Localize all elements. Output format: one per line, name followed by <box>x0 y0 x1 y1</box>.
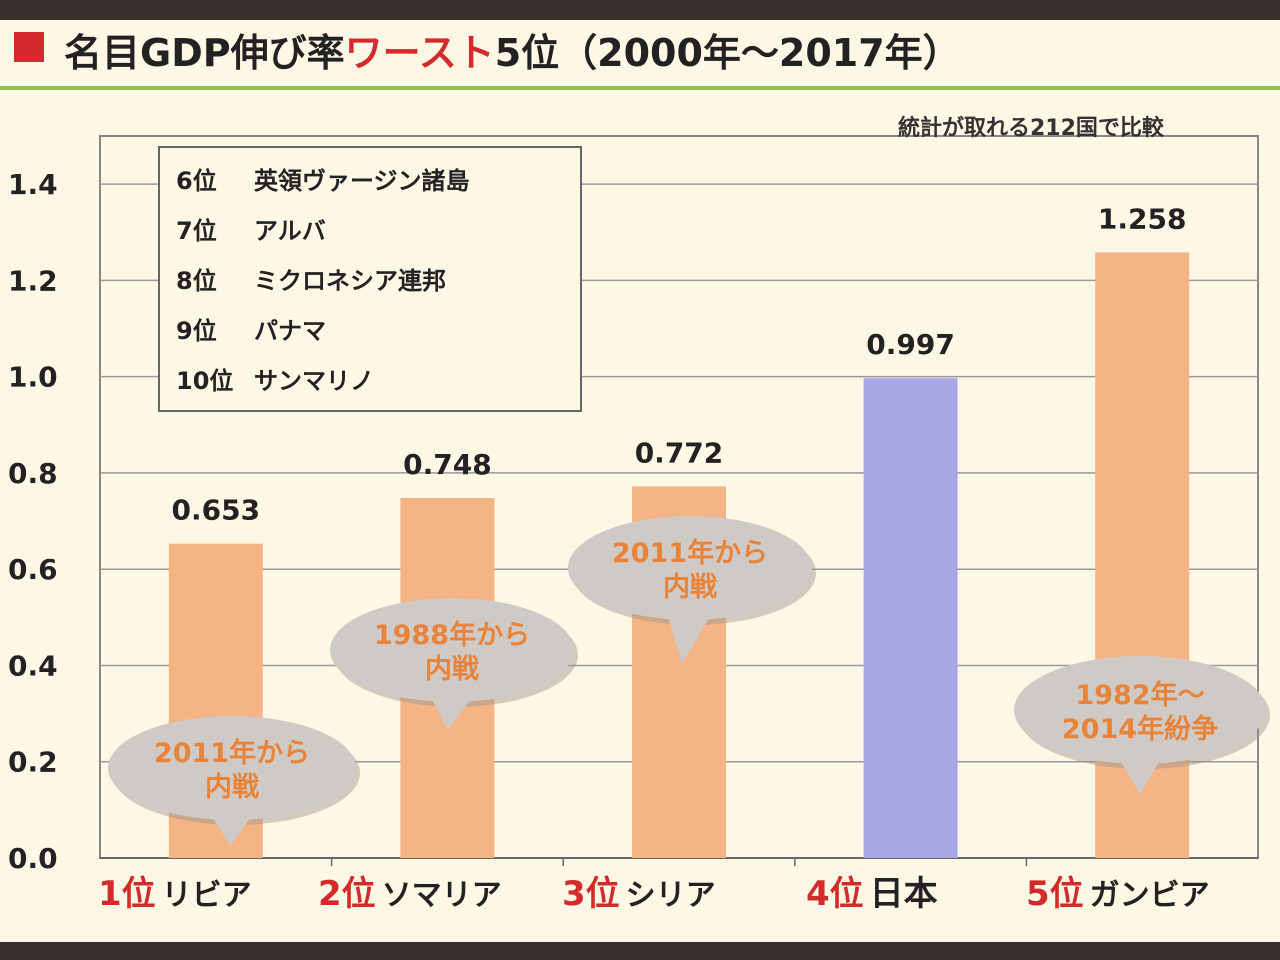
legend-country: パナマ <box>254 317 326 345</box>
bubble-pointer <box>666 610 714 664</box>
category-country: ソマリア <box>381 878 502 913</box>
annotation-bubble <box>1014 656 1266 764</box>
category-country: リビア <box>161 878 252 913</box>
category-rank: 3位 <box>562 874 620 914</box>
legend-country: ミクロネシア連邦 <box>254 267 446 295</box>
category-country: シリア <box>625 878 716 913</box>
category-rank: 5位 <box>1026 874 1084 914</box>
data-label: 0.653 <box>172 494 261 527</box>
legend-rank: 6位 <box>176 167 217 195</box>
title-bar: 名目GDP伸び率ワースト5位（2000年～2017年） <box>0 20 1280 86</box>
category-country: ガンビア <box>1089 878 1210 913</box>
x-category-label: 2位 ソマリア <box>318 872 502 916</box>
comparison-note: 統計が取れる212国で比較 <box>898 116 1164 141</box>
bar <box>863 378 958 858</box>
y-tick-label: 0.0 <box>8 842 58 875</box>
title-prefix: 名目GDP伸び率 <box>64 31 345 75</box>
x-category-label: 1位 リビア <box>98 872 252 916</box>
legend-item: 6位 英領ヴァージン諸島 <box>176 164 470 198</box>
legend-country: アルバ <box>254 217 326 245</box>
legend-rank: 7位 <box>176 217 217 245</box>
data-label: 0.748 <box>403 448 492 481</box>
bubble-pointer <box>1116 754 1164 794</box>
y-tick-label: 1.0 <box>8 361 58 394</box>
category-rank: 4位 <box>806 874 864 914</box>
x-category-label: 3位 シリア <box>562 872 716 916</box>
chart-frame: 名目GDP伸び率ワースト5位（2000年～2017年） 0.0 0.2 0.4 0.6… <box>0 20 1280 942</box>
chart-title: 名目GDP伸び率ワースト5位（2000年～2017年） <box>64 26 961 80</box>
category-rank: 2位 <box>318 874 376 914</box>
annotation-bubble <box>330 598 574 702</box>
legend-rank: 9位 <box>176 317 217 345</box>
title-marker <box>14 32 44 62</box>
data-label: 0.997 <box>866 328 955 361</box>
y-tick-label: 1.2 <box>8 264 58 297</box>
y-tick-label: 1.4 <box>8 168 58 201</box>
legend-box: 6位 英領ヴァージン諸島 7位 アルバ 8位 ミクロネシア連邦 9位 パナマ 10位 サンマリノ <box>158 146 582 412</box>
annotation-text: 2014年紛争 <box>1062 713 1218 745</box>
data-label: 0.772 <box>635 436 724 469</box>
y-tick-label: 0.6 <box>8 553 58 586</box>
legend-rank: 10位 <box>176 367 234 395</box>
annotation-text: 2011年から <box>154 737 310 769</box>
annotation-text: 1982年～ <box>1075 679 1204 711</box>
legend-country: 英領ヴァージン諸島 <box>254 167 470 195</box>
annotation-text: 内戦 <box>663 572 717 603</box>
legend-item: 9位 パナマ <box>176 314 326 348</box>
x-category-label: 4位 日本 <box>806 872 938 916</box>
legend-item: 8位 ミクロネシア連邦 <box>176 264 446 298</box>
y-tick-label: 0.8 <box>8 457 58 490</box>
x-category-label: 5位 ガンビア <box>1026 872 1210 916</box>
data-label: 1.258 <box>1098 202 1187 235</box>
annotation-text: 2011年から <box>612 537 768 569</box>
annotation-bubble <box>568 516 812 620</box>
annotation-text: 内戦 <box>205 772 259 803</box>
legend-item: 7位 アルバ <box>176 214 326 248</box>
y-tick-label: 0.2 <box>8 746 58 779</box>
title-divider <box>0 86 1280 90</box>
title-accent: ワースト <box>344 31 495 75</box>
legend-item: 10位 サンマリノ <box>176 364 374 398</box>
annotation-text: 1988年から <box>374 619 530 651</box>
title-suffix: 5位（2000年～2017年） <box>494 31 961 75</box>
y-tick-label: 0.4 <box>8 649 58 682</box>
annotation-bubble <box>108 716 356 820</box>
category-rank: 1位 <box>98 874 156 914</box>
legend-country: サンマリノ <box>254 367 374 395</box>
category-country: 日本 <box>869 874 938 914</box>
bar-chart: 0.0 0.2 0.4 0.6 0.8 1.0 1.2 1.4 0.653 0.748 0.772 0… <box>8 135 1270 875</box>
annotation-text: 内戦 <box>425 654 479 685</box>
legend-rank: 8位 <box>176 267 217 295</box>
